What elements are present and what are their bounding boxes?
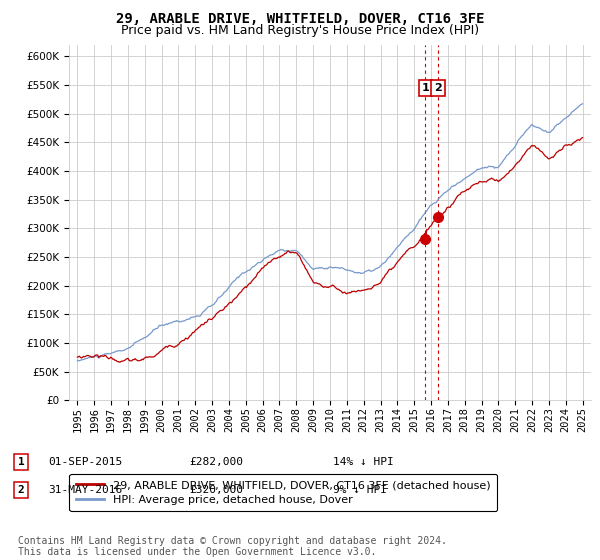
Text: £282,000: £282,000 xyxy=(189,457,243,467)
Text: 31-MAY-2016: 31-MAY-2016 xyxy=(48,485,122,495)
Legend: 29, ARABLE DRIVE, WHITFIELD, DOVER, CT16 3FE (detached house), HPI: Average pric: 29, ARABLE DRIVE, WHITFIELD, DOVER, CT16… xyxy=(70,474,497,511)
Text: Contains HM Land Registry data © Crown copyright and database right 2024.
This d: Contains HM Land Registry data © Crown c… xyxy=(18,535,447,557)
Text: 2: 2 xyxy=(434,83,442,93)
Text: £320,000: £320,000 xyxy=(189,485,243,495)
Text: 2: 2 xyxy=(17,485,25,495)
Text: 1: 1 xyxy=(17,457,25,467)
Text: 1: 1 xyxy=(422,83,430,93)
Text: 01-SEP-2015: 01-SEP-2015 xyxy=(48,457,122,467)
Text: 9% ↓ HPI: 9% ↓ HPI xyxy=(333,485,387,495)
Text: 29, ARABLE DRIVE, WHITFIELD, DOVER, CT16 3FE: 29, ARABLE DRIVE, WHITFIELD, DOVER, CT16… xyxy=(116,12,484,26)
Text: 14% ↓ HPI: 14% ↓ HPI xyxy=(333,457,394,467)
Text: Price paid vs. HM Land Registry's House Price Index (HPI): Price paid vs. HM Land Registry's House … xyxy=(121,24,479,36)
